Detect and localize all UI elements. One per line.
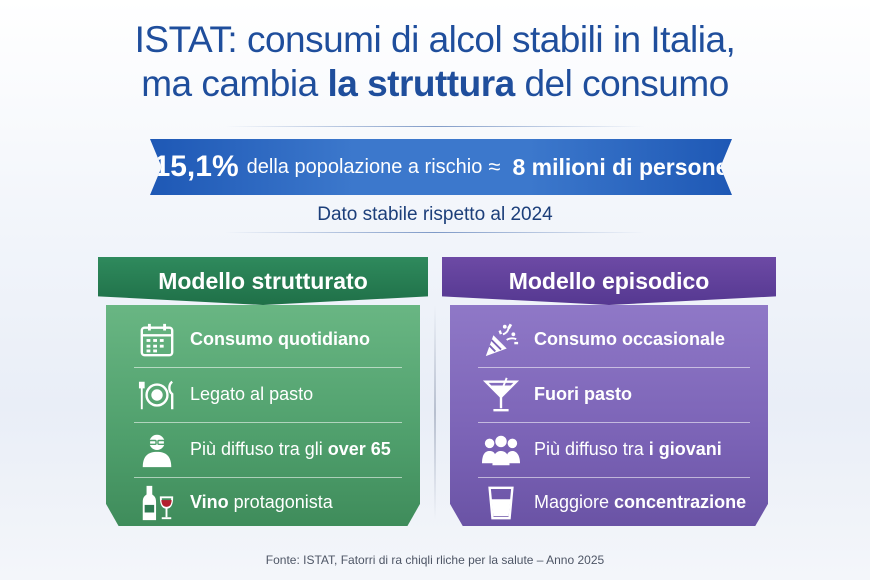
row-divider	[134, 422, 402, 423]
list-item: Consumo occasionale	[450, 312, 768, 367]
source-note: Fonte: ISTAT, Fatorri di ra chiqli rlich…	[265, 553, 605, 567]
structured-model-title: Modello strutturato	[98, 257, 428, 305]
title-line-2: ma cambia la struttura del consumo	[0, 62, 870, 106]
item-label: Maggiore concentrazione	[534, 492, 747, 512]
structured-model-panel: Modello strutturato Consumo quotidiano L…	[98, 257, 428, 526]
plate-cutlery-icon	[136, 375, 178, 415]
episodic-model-body: Consumo occasionale Fuori pasto Più diff…	[450, 305, 768, 526]
list-item: Più diffuso tra i giovani	[450, 422, 768, 477]
page-title: ISTAT: consumi di alcol stabili in Itali…	[0, 18, 870, 106]
title-line-2-pre: ma cambia	[141, 63, 328, 104]
stable-note: Dato stabile rispetto al 2024	[317, 204, 553, 225]
title-line-2-post: del consumo	[514, 63, 729, 104]
wine-bottle-icon	[136, 483, 178, 523]
approx-symbol: ≈	[488, 154, 501, 179]
structured-model-body: Consumo quotidiano Legato al pasto Più d…	[106, 305, 420, 526]
list-item: Vino protagonista	[106, 475, 420, 526]
title-highlight: la struttura	[327, 63, 515, 104]
item-label: Consumo occasionale	[534, 329, 726, 349]
list-item: Legato al pasto	[106, 367, 420, 422]
item-label: Più diffuso tra gli over 65	[190, 439, 391, 459]
calendar-icon	[136, 320, 178, 360]
episodic-model-title: Modello episodico	[442, 257, 776, 305]
row-divider	[478, 422, 750, 423]
stable-divider	[225, 232, 645, 233]
party-popper-icon	[480, 320, 522, 360]
row-divider	[134, 367, 402, 368]
item-label: Fuori pasto	[534, 384, 632, 404]
panel-divider	[434, 305, 436, 520]
title-divider	[225, 126, 645, 127]
shot-glass-icon	[480, 483, 522, 523]
item-label: Consumo quotidiano	[190, 329, 370, 349]
episodic-model-panel: Modello episodico Consumo occasionale Fu…	[442, 257, 776, 526]
list-item: Fuori pasto	[450, 367, 768, 422]
item-label: Vino protagonista	[190, 492, 333, 512]
risk-percent: 15,1%	[153, 150, 239, 183]
elderly-person-icon	[136, 430, 178, 470]
row-divider	[478, 477, 750, 478]
cocktail-glass-icon	[480, 375, 522, 415]
row-divider	[134, 477, 402, 478]
item-label: Legato al pasto	[190, 384, 314, 404]
list-item: Consumo quotidiano	[106, 312, 420, 367]
row-divider	[478, 367, 750, 368]
item-label: Più diffuso tra i giovani	[534, 439, 722, 459]
list-item: Più diffuso tra gli over 65	[106, 422, 420, 477]
group-people-icon	[480, 430, 522, 470]
risk-text: della popolazione a rischio	[246, 155, 483, 178]
title-line-1: ISTAT: consumi di alcol stabili in Itali…	[134, 19, 736, 60]
list-item: Maggiore concentrazione	[450, 475, 768, 526]
risk-people: 8 milioni di persone	[512, 153, 729, 180]
stat-banner: 15,1% della popolazione a rischio ≈ 8 mi…	[150, 139, 732, 195]
